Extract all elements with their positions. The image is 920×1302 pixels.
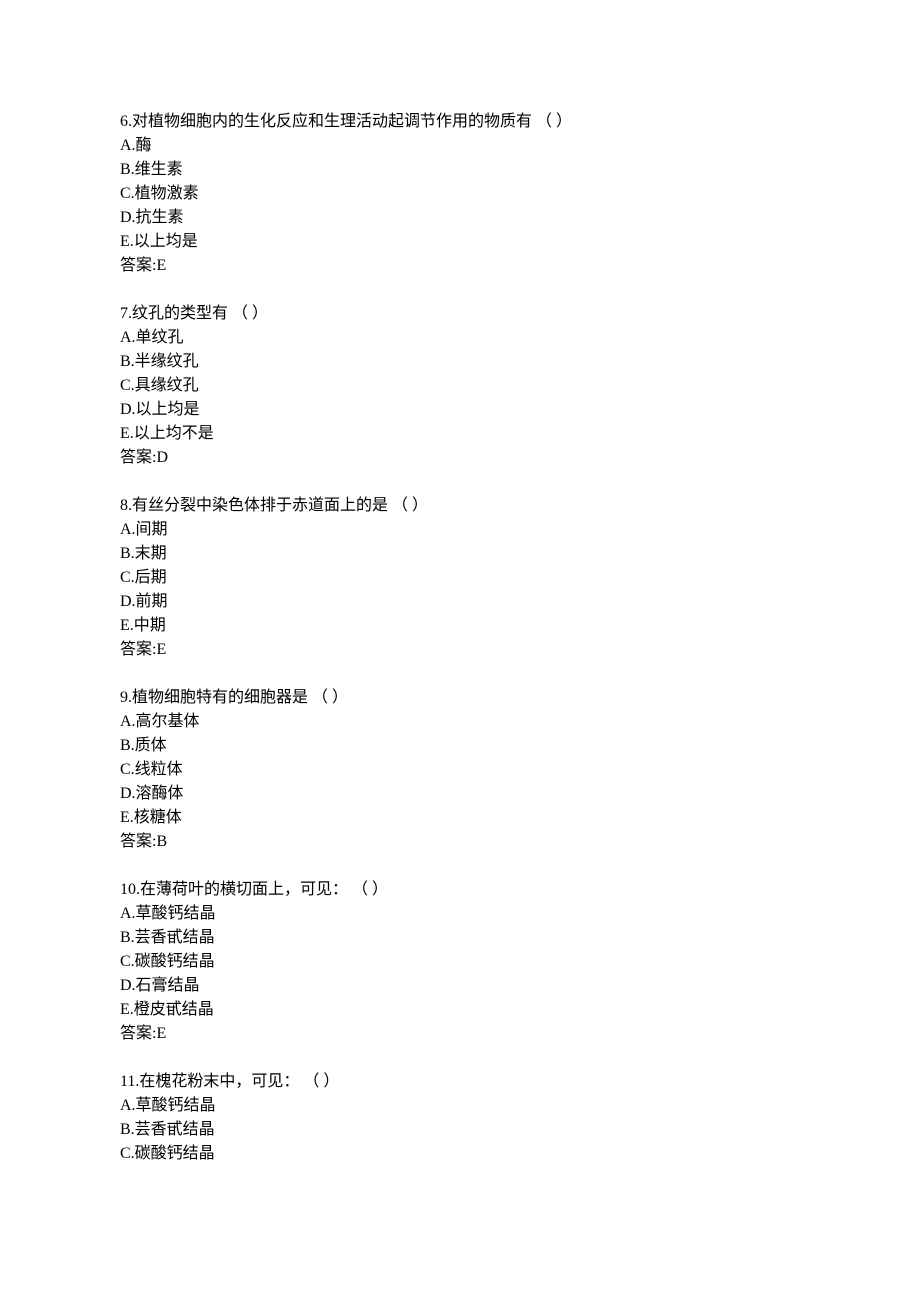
question-answer: 答案:D <box>120 446 800 470</box>
question-option: A.草酸钙结晶 <box>120 902 800 926</box>
question-option: A.单纹孔 <box>120 326 800 350</box>
question-option: C.植物激素 <box>120 182 800 206</box>
question-option: D.以上均是 <box>120 398 800 422</box>
question-option: D.溶酶体 <box>120 782 800 806</box>
question-option: A.草酸钙结晶 <box>120 1094 800 1118</box>
question-option: E.以上均不是 <box>120 422 800 446</box>
question-answer: 答案:E <box>120 1022 800 1046</box>
question-option: A.酶 <box>120 134 800 158</box>
question-option: C.碳酸钙结晶 <box>120 1142 800 1166</box>
question-stem: 6.对植物细胞内的生化反应和生理活动起调节作用的物质有 （ ） <box>120 110 800 134</box>
question-7: 7.纹孔的类型有 （ ） A.单纹孔 B.半缘纹孔 C.具缘纹孔 D.以上均是 … <box>120 302 800 470</box>
question-option: B.末期 <box>120 542 800 566</box>
question-option: B.芸香甙结晶 <box>120 1118 800 1142</box>
document-page: 6.对植物细胞内的生化反应和生理活动起调节作用的物质有 （ ） A.酶 B.维生… <box>0 0 920 1302</box>
question-option: B.质体 <box>120 734 800 758</box>
question-10: 10.在薄荷叶的横切面上，可见： （ ） A.草酸钙结晶 B.芸香甙结晶 C.碳… <box>120 878 800 1046</box>
question-option: A.高尔基体 <box>120 710 800 734</box>
question-answer: 答案:E <box>120 254 800 278</box>
question-option: C.后期 <box>120 566 800 590</box>
question-stem: 7.纹孔的类型有 （ ） <box>120 302 800 326</box>
question-option: D.前期 <box>120 590 800 614</box>
question-answer: 答案:B <box>120 830 800 854</box>
question-8: 8.有丝分裂中染色体排于赤道面上的是 （ ） A.间期 B.末期 C.后期 D.… <box>120 494 800 662</box>
question-stem: 11.在槐花粉末中，可见： （ ） <box>120 1070 800 1094</box>
question-option: D.抗生素 <box>120 206 800 230</box>
question-stem: 10.在薄荷叶的横切面上，可见： （ ） <box>120 878 800 902</box>
question-9: 9.植物细胞特有的细胞器是 （ ） A.高尔基体 B.质体 C.线粒体 D.溶酶… <box>120 686 800 854</box>
question-option: C.具缘纹孔 <box>120 374 800 398</box>
question-11: 11.在槐花粉末中，可见： （ ） A.草酸钙结晶 B.芸香甙结晶 C.碳酸钙结… <box>120 1070 800 1166</box>
question-option: A.间期 <box>120 518 800 542</box>
question-option: B.维生素 <box>120 158 800 182</box>
question-option: D.石膏结晶 <box>120 974 800 998</box>
question-6: 6.对植物细胞内的生化反应和生理活动起调节作用的物质有 （ ） A.酶 B.维生… <box>120 110 800 278</box>
question-option: E.橙皮甙结晶 <box>120 998 800 1022</box>
question-option: C.碳酸钙结晶 <box>120 950 800 974</box>
question-option: B.半缘纹孔 <box>120 350 800 374</box>
question-stem: 9.植物细胞特有的细胞器是 （ ） <box>120 686 800 710</box>
question-option: E.以上均是 <box>120 230 800 254</box>
question-answer: 答案:E <box>120 638 800 662</box>
question-option: B.芸香甙结晶 <box>120 926 800 950</box>
question-stem: 8.有丝分裂中染色体排于赤道面上的是 （ ） <box>120 494 800 518</box>
question-option: E.中期 <box>120 614 800 638</box>
question-option: E.核糖体 <box>120 806 800 830</box>
question-option: C.线粒体 <box>120 758 800 782</box>
